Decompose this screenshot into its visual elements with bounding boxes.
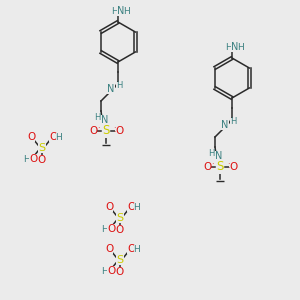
Text: H: H	[22, 154, 29, 164]
Text: H: H	[134, 202, 140, 211]
Text: O: O	[127, 244, 135, 254]
Text: O: O	[89, 126, 97, 136]
Text: O: O	[105, 244, 113, 254]
Text: :: :	[113, 125, 115, 134]
Text: :: :	[227, 161, 229, 170]
Text: H: H	[100, 266, 107, 275]
Text: O: O	[115, 126, 123, 136]
Text: O: O	[38, 155, 46, 165]
Text: H: H	[134, 244, 140, 253]
Text: S: S	[102, 124, 110, 137]
Text: O: O	[49, 132, 57, 142]
Text: H: H	[124, 7, 130, 16]
Text: O: O	[105, 202, 113, 212]
Text: S: S	[216, 160, 224, 173]
Text: O: O	[29, 154, 37, 164]
Text: H: H	[112, 7, 118, 16]
Text: O: O	[116, 225, 124, 235]
Text: O: O	[229, 162, 237, 172]
Text: N: N	[231, 42, 239, 52]
Text: N: N	[117, 6, 125, 16]
Text: H: H	[100, 224, 107, 233]
Text: H: H	[226, 43, 232, 52]
Text: S: S	[116, 255, 124, 265]
Text: N: N	[107, 84, 115, 94]
Text: H: H	[116, 82, 122, 91]
Text: S: S	[116, 213, 124, 223]
Text: H: H	[230, 118, 236, 127]
Text: O: O	[203, 162, 211, 172]
Text: O: O	[107, 266, 115, 276]
Text: :: :	[211, 161, 213, 170]
Text: S: S	[38, 143, 46, 153]
Text: H: H	[94, 112, 100, 122]
Text: H: H	[56, 133, 62, 142]
Text: O: O	[116, 267, 124, 277]
Text: N: N	[101, 115, 109, 125]
Text: N: N	[215, 151, 223, 161]
Text: :: :	[97, 125, 99, 134]
Text: H: H	[208, 148, 214, 158]
Text: N: N	[221, 120, 229, 130]
Text: O: O	[127, 202, 135, 212]
Text: O: O	[107, 224, 115, 234]
Text: H: H	[238, 43, 244, 52]
Text: O: O	[27, 132, 35, 142]
